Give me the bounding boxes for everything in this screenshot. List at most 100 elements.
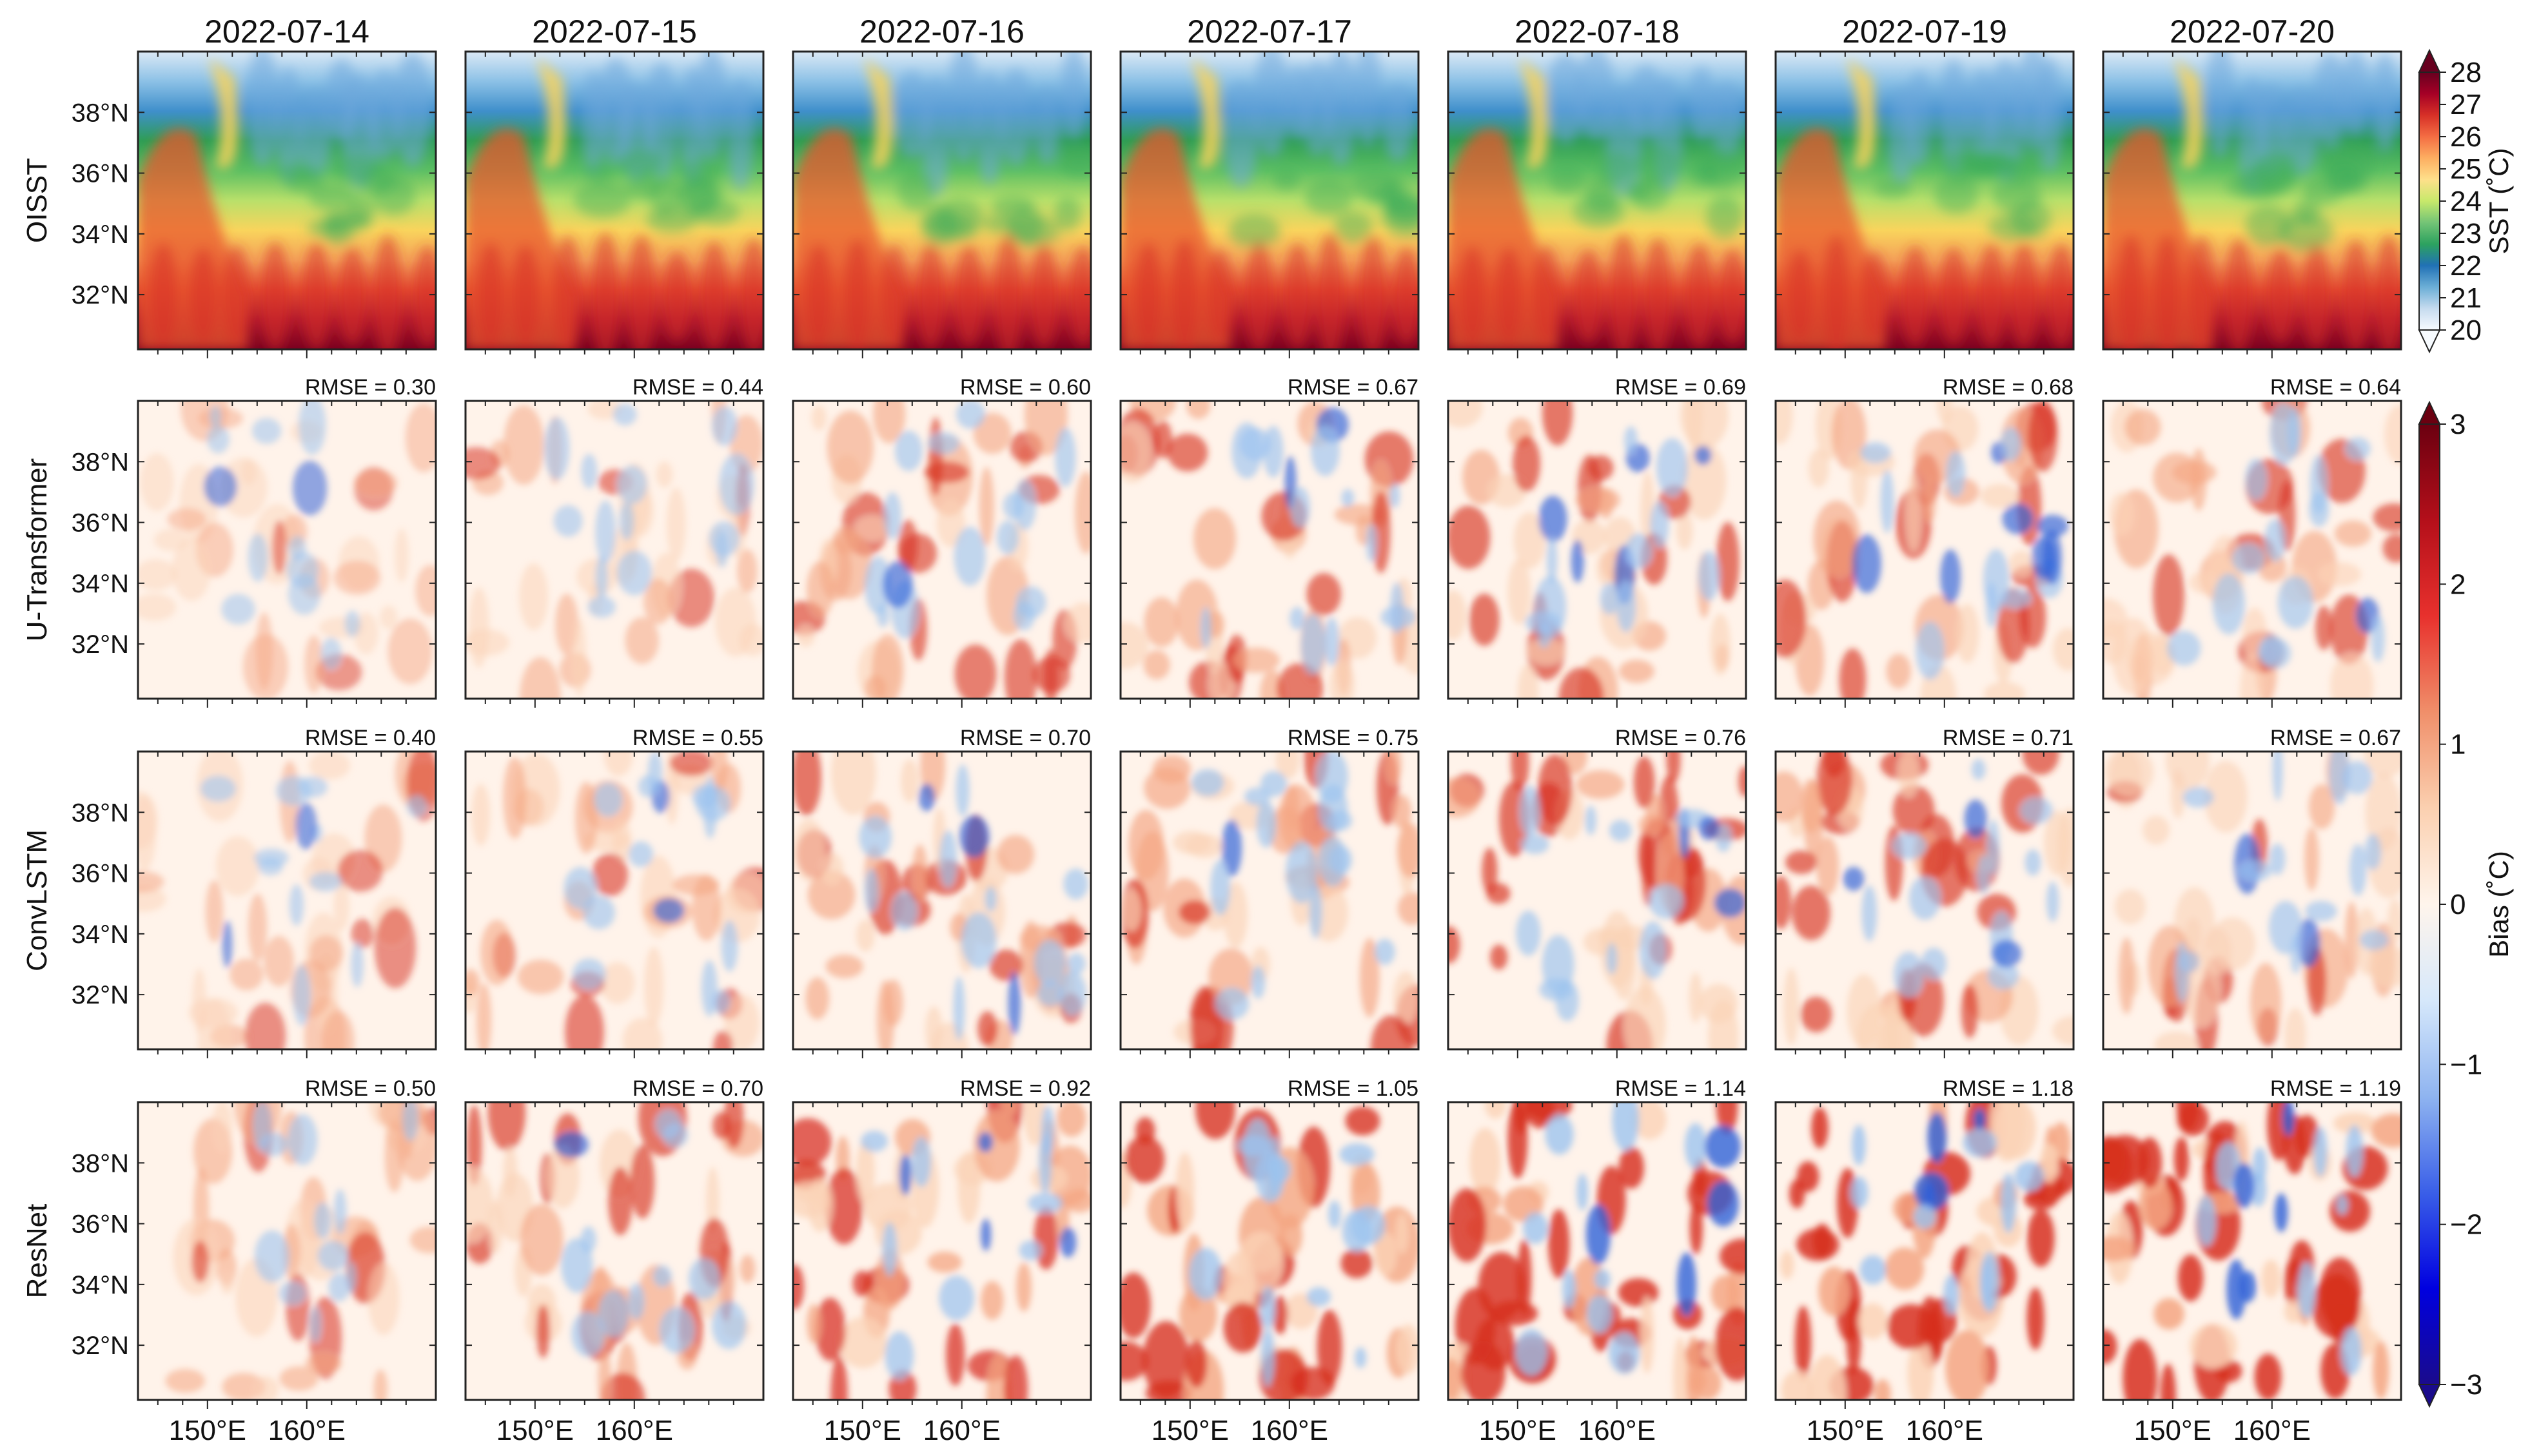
panel-convlstm-2022-07-17 xyxy=(1119,750,1420,1058)
lon-tick-label: 150°E xyxy=(2134,1415,2211,1446)
colorbar-tick-label: 27 xyxy=(2450,89,2482,121)
rmse-resnet-2022-07-19: RMSE = 1.18 xyxy=(1943,1076,2074,1101)
lat-tick-label: 32°N xyxy=(72,1332,129,1360)
panel-frame xyxy=(1119,1101,1420,1401)
panel-convlstm-2022-07-15 xyxy=(464,750,765,1058)
panel-frame xyxy=(137,750,437,1051)
panel-frame xyxy=(1119,400,1420,700)
lon-tick-label: 150°E xyxy=(1479,1415,1556,1446)
lat-tick-label: 38°N xyxy=(72,799,129,827)
lat-tick-label: 36°N xyxy=(72,1210,129,1239)
lon-tick-label: 160°E xyxy=(1906,1415,1983,1446)
panel-convlstm-2022-07-20 xyxy=(2102,750,2402,1058)
lon-tick-label: 150°E xyxy=(169,1415,246,1446)
lon-tick-label: 160°E xyxy=(268,1415,346,1446)
rmse-resnet-2022-07-18: RMSE = 1.14 xyxy=(1615,1076,1746,1101)
rmse-convlstm-2022-07-17: RMSE = 0.75 xyxy=(1288,726,1418,750)
lon-tick-label: 160°E xyxy=(596,1415,673,1446)
panel-frame xyxy=(1447,400,1747,700)
panel-u-transformer-2022-07-14 xyxy=(137,400,437,708)
colorbar-tick-label: 22 xyxy=(2450,250,2482,282)
lon-tick-label: 150°E xyxy=(496,1415,574,1446)
panel-frame xyxy=(792,400,1092,700)
panel-frame xyxy=(2102,750,2402,1051)
rmse-u-transformer-2022-07-19: RMSE = 0.68 xyxy=(1943,375,2074,400)
panel-frame xyxy=(792,1101,1092,1401)
colorbar-tick-label: 26 xyxy=(2450,121,2482,153)
rmse-resnet-2022-07-15: RMSE = 0.70 xyxy=(632,1076,763,1101)
lat-tick-label: 34°N xyxy=(72,920,129,949)
colorbar-tick-label: 24 xyxy=(2450,186,2482,217)
rmse-u-transformer-2022-07-18: RMSE = 0.69 xyxy=(1615,375,1746,400)
date-title-2022-07-17: 2022-07-17 xyxy=(1187,14,1352,50)
panel-frame xyxy=(2102,400,2402,700)
lat-tick-label: 36°N xyxy=(72,509,129,538)
panel-frame xyxy=(1447,50,1747,351)
panel-frame xyxy=(1447,1101,1747,1401)
rmse-convlstm-2022-07-16: RMSE = 0.70 xyxy=(960,726,1091,750)
panel-oisst-2022-07-20 xyxy=(2102,50,2402,358)
panel-frame xyxy=(137,400,437,700)
colorbar-tick-label: 20 xyxy=(2450,315,2482,346)
panel-u-transformer-2022-07-20 xyxy=(2102,400,2402,708)
panel-frame xyxy=(1774,1101,2075,1401)
rmse-resnet-2022-07-17: RMSE = 1.05 xyxy=(1288,1076,1418,1101)
panel-convlstm-2022-07-19 xyxy=(1774,750,2075,1058)
rmse-u-transformer-2022-07-17: RMSE = 0.67 xyxy=(1288,375,1418,400)
rmse-u-transformer-2022-07-16: RMSE = 0.60 xyxy=(960,375,1091,400)
lon-tick-label: 150°E xyxy=(1152,1415,1229,1446)
date-title-2022-07-16: 2022-07-16 xyxy=(859,14,1025,50)
panel-convlstm-2022-07-16 xyxy=(792,750,1092,1058)
date-title-2022-07-15: 2022-07-15 xyxy=(532,14,697,50)
panel-resnet-2022-07-18 xyxy=(1447,1101,1747,1409)
panel-u-transformer-2022-07-18 xyxy=(1447,400,1747,708)
panel-oisst-2022-07-15 xyxy=(464,50,765,358)
panel-frame xyxy=(1774,400,2075,700)
panel-frame xyxy=(1119,50,1420,351)
panel-frame xyxy=(792,50,1092,351)
date-title-2022-07-14: 2022-07-14 xyxy=(204,14,369,50)
colorbar-tick-label: 28 xyxy=(2450,57,2482,88)
lat-tick-label: 34°N xyxy=(72,1271,129,1299)
lat-tick-label: 38°N xyxy=(72,99,129,127)
lat-tick-label: 36°N xyxy=(72,860,129,888)
date-title-2022-07-19: 2022-07-19 xyxy=(1842,14,2007,50)
colorbar-tick-label: −2 xyxy=(2450,1209,2482,1241)
panel-convlstm-2022-07-18 xyxy=(1447,750,1747,1058)
lat-tick-label: 32°N xyxy=(72,630,129,659)
lat-tick-label: 34°N xyxy=(72,220,129,249)
sst-colorbar-label: SST (˚C) xyxy=(2484,148,2514,255)
panel-frame xyxy=(464,1101,765,1401)
colorbar-tick-label: −3 xyxy=(2450,1369,2482,1401)
row-label-oisst: OISST xyxy=(21,158,53,243)
lat-tick-label: 34°N xyxy=(72,570,129,598)
lon-tick-label: 150°E xyxy=(824,1415,901,1446)
panel-oisst-2022-07-14 xyxy=(137,50,437,358)
panel-frame xyxy=(464,50,765,351)
panel-resnet-2022-07-16 xyxy=(792,1101,1092,1409)
panel-frame xyxy=(464,400,765,700)
colorbar-tick-label: 23 xyxy=(2450,218,2482,249)
panel-frame xyxy=(1774,50,2075,351)
labels-layer: 38°N 36°N 34°N 32°N OISST RMSE = 0.30 38°N 36°N… xyxy=(21,14,2401,1446)
panel-resnet-2022-07-14 xyxy=(137,1101,437,1409)
rmse-convlstm-2022-07-19: RMSE = 0.71 xyxy=(1943,726,2074,750)
panel-oisst-2022-07-19 xyxy=(1774,50,2075,358)
bias-colorbar-label: Bias (˚C) xyxy=(2484,851,2514,958)
panel-oisst-2022-07-16 xyxy=(792,50,1092,358)
panel-convlstm-2022-07-14 xyxy=(137,750,437,1058)
colorbar-tick-label: 0 xyxy=(2450,889,2466,920)
date-title-2022-07-18: 2022-07-18 xyxy=(1515,14,1680,50)
date-title-2022-07-20: 2022-07-20 xyxy=(2170,14,2335,50)
rmse-u-transformer-2022-07-20: RMSE = 0.64 xyxy=(2270,375,2401,400)
lon-tick-label: 160°E xyxy=(923,1415,1001,1446)
colorbar-tick-label: 25 xyxy=(2450,153,2482,185)
row-label-resnet: ResNet xyxy=(21,1204,53,1299)
colorbar-tick-label: 3 xyxy=(2450,409,2466,440)
panel-frame xyxy=(1447,750,1747,1051)
lat-tick-label: 36°N xyxy=(72,160,129,188)
panel-frame xyxy=(1119,750,1420,1051)
